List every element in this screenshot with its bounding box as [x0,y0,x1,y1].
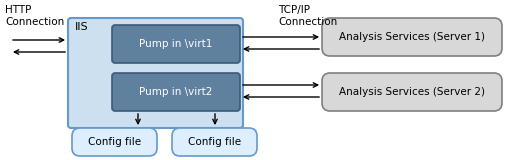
FancyBboxPatch shape [322,18,502,56]
Text: Config file: Config file [188,137,241,147]
Text: Pump in \virt1: Pump in \virt1 [140,39,213,49]
Text: HTTP
Connection: HTTP Connection [5,5,64,27]
Text: Analysis Services (Server 2): Analysis Services (Server 2) [339,87,485,97]
FancyBboxPatch shape [72,128,157,156]
Text: IIS: IIS [75,22,88,32]
FancyBboxPatch shape [68,18,243,128]
FancyBboxPatch shape [112,73,240,111]
FancyBboxPatch shape [322,73,502,111]
Text: TCP/IP
Connection: TCP/IP Connection [278,5,337,27]
Text: Analysis Services (Server 1): Analysis Services (Server 1) [339,32,485,42]
Text: Pump in \virt2: Pump in \virt2 [140,87,213,97]
FancyBboxPatch shape [112,25,240,63]
FancyBboxPatch shape [172,128,257,156]
Text: Config file: Config file [88,137,141,147]
